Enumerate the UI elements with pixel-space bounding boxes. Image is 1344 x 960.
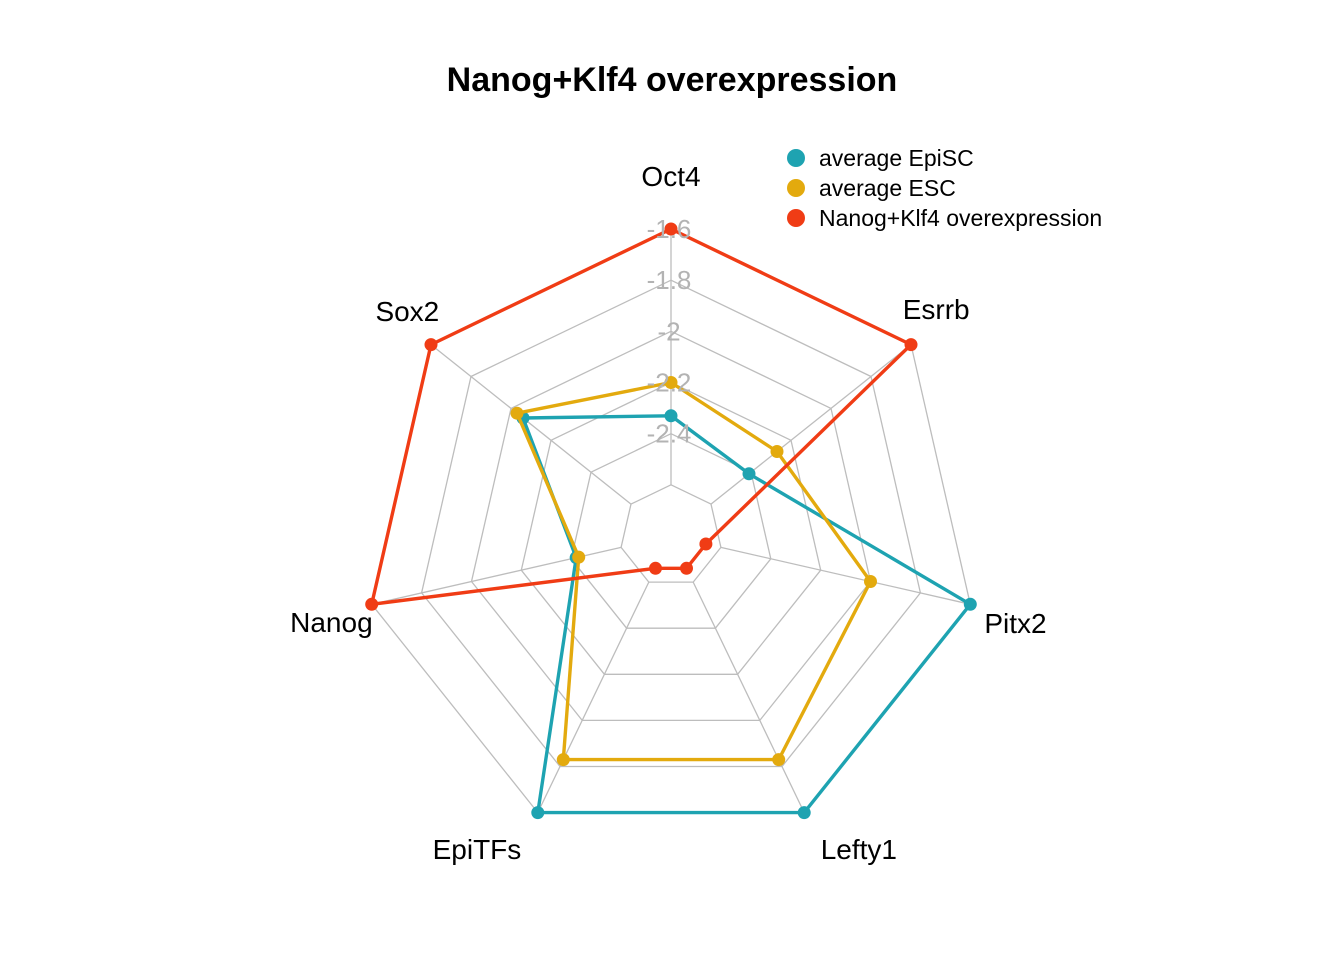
data-point <box>699 537 713 551</box>
data-point <box>510 406 524 420</box>
grid-ring <box>420 279 922 768</box>
data-point <box>664 376 678 389</box>
data-point <box>797 806 811 820</box>
data-point <box>424 338 438 352</box>
grid-spoke <box>710 344 912 505</box>
data-point <box>864 575 877 588</box>
series-line <box>515 380 873 762</box>
data-point <box>531 806 545 820</box>
series-average-esc <box>510 376 877 767</box>
legend-label: Nanog+Klf4 overexpression <box>819 205 1102 231</box>
grid-ring <box>620 484 722 583</box>
axis-label-esrrb: Esrrb <box>903 294 970 325</box>
series-nanog-klf4-overexpression <box>365 222 918 611</box>
axis-label-lefty1: Lefty1 <box>821 834 897 865</box>
axis-label-sox2: Sox2 <box>375 296 439 327</box>
axis-label-pitx2: Pitx2 <box>984 608 1046 639</box>
grid-ring <box>570 432 772 629</box>
tick-label: -2 <box>657 316 680 346</box>
radar-tick-labels: -1.6 -1.8 -2 -2.2 -2.4 <box>647 214 692 449</box>
legend-item: average ESC <box>787 175 956 201</box>
grid-ring <box>520 381 822 675</box>
data-point <box>963 597 977 611</box>
grid-spoke <box>692 581 805 813</box>
legend: average EpiSC average ESC Nanog+Klf4 overe… <box>787 145 1102 231</box>
tick-label: -2.2 <box>647 368 692 398</box>
legend-swatch <box>787 149 805 167</box>
data-point <box>680 561 693 575</box>
radar-axis-labels: Oct4 Esrrb Pitx2 Lefty1 EpiTFs Nanog Sox2 <box>290 161 1046 865</box>
series-line <box>521 414 972 815</box>
data-point <box>770 445 784 458</box>
grid-spoke <box>720 546 971 605</box>
tick-label: -1.6 <box>647 214 692 244</box>
data-point <box>556 753 570 767</box>
legend-swatch <box>787 209 805 227</box>
axis-label-epitfs: EpiTFs <box>433 834 522 865</box>
data-point <box>572 550 586 564</box>
legend-swatch <box>787 179 805 197</box>
series-average-episc <box>516 409 977 820</box>
grid-ring <box>470 330 872 722</box>
series-line <box>370 227 913 606</box>
tick-label: -2.4 <box>647 419 692 449</box>
legend-label: average EpiSC <box>819 145 974 171</box>
legend-item: Nanog+Klf4 overexpression <box>787 205 1102 231</box>
axis-label-nanog: Nanog <box>290 607 373 638</box>
data-point <box>664 222 678 236</box>
axis-label-oct4: Oct4 <box>641 161 700 192</box>
grid-spoke <box>537 581 650 813</box>
radar-series <box>365 222 977 820</box>
data-point <box>649 561 662 575</box>
chart-title: Nanog+Klf4 overexpression <box>447 61 898 99</box>
tick-label: -1.8 <box>647 265 692 295</box>
data-point <box>664 409 678 423</box>
legend-item: average EpiSC <box>787 145 974 171</box>
data-point <box>365 597 379 611</box>
grid-spoke <box>430 344 632 505</box>
data-point <box>742 467 756 481</box>
data-point <box>772 753 786 767</box>
legend-label: average ESC <box>819 175 956 201</box>
data-point <box>904 338 918 352</box>
